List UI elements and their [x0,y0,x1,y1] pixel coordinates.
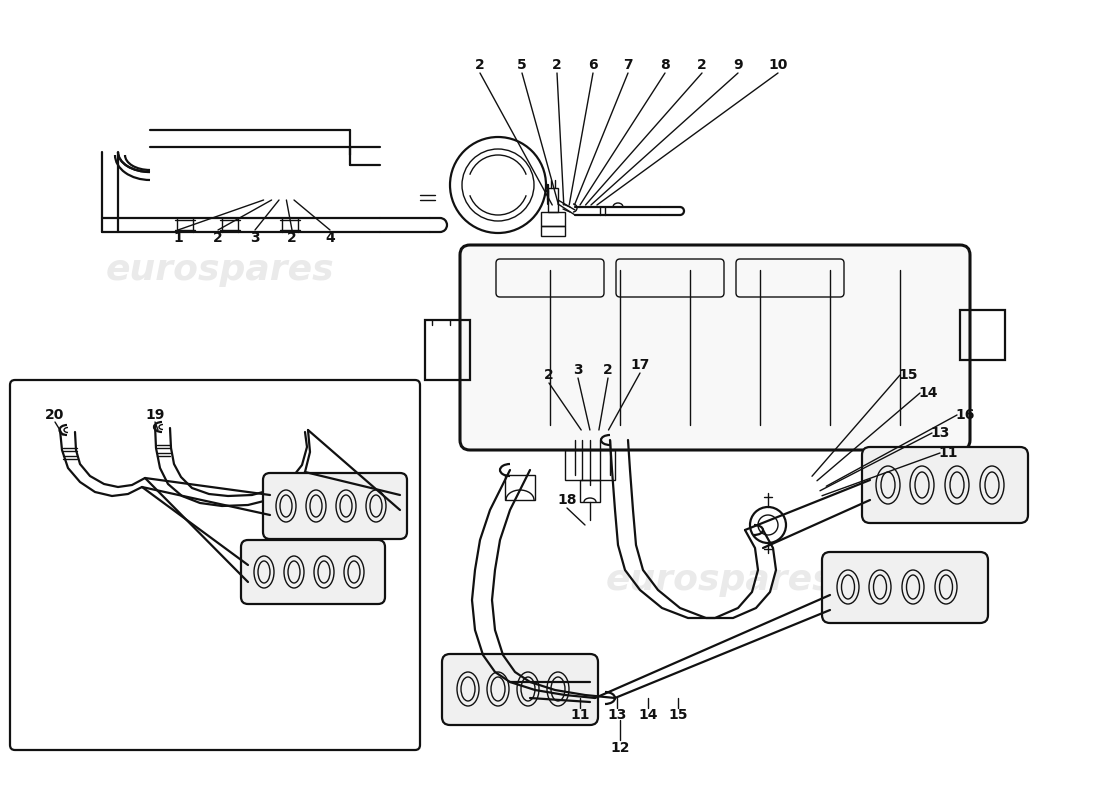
Text: 3: 3 [573,363,583,377]
Bar [960,310,1005,360]
Text: eurospares: eurospares [106,563,334,597]
Text: 4: 4 [326,231,334,245]
Text: 13: 13 [607,708,627,722]
Text: 2: 2 [552,58,562,72]
Text: 1: 1 [173,231,183,245]
Text: 2: 2 [697,58,707,72]
FancyBboxPatch shape [460,245,970,450]
Text: 15: 15 [899,368,917,382]
Text: 2: 2 [544,368,554,382]
FancyBboxPatch shape [822,552,988,623]
Text: 17: 17 [630,358,650,372]
Text: 11: 11 [570,708,590,722]
FancyBboxPatch shape [862,447,1028,523]
Bar [425,320,470,380]
Text: 15: 15 [669,708,688,722]
Text: 2: 2 [603,363,613,377]
Bar [580,480,600,502]
Text: eurospares: eurospares [606,563,834,597]
Text: 20: 20 [45,408,65,422]
Text: eurospares: eurospares [106,253,334,287]
Text: 2: 2 [287,231,297,245]
Text: 7: 7 [624,58,632,72]
Text: 6: 6 [588,58,597,72]
Text: 2: 2 [213,231,223,245]
Text: eurospares: eurospares [606,253,834,287]
FancyBboxPatch shape [263,473,407,539]
Text: 19: 19 [145,408,165,422]
Text: 11: 11 [938,446,958,460]
Text: 3: 3 [250,231,260,245]
Bar [548,188,558,212]
Text: 8: 8 [660,58,670,72]
FancyBboxPatch shape [10,380,420,750]
Text: 14: 14 [918,386,937,400]
Text: 9: 9 [734,58,742,72]
Text: 18: 18 [558,493,576,507]
FancyBboxPatch shape [241,540,385,604]
Text: 14: 14 [638,708,658,722]
Text: 16: 16 [955,408,975,422]
Text: 10: 10 [768,58,788,72]
Text: 13: 13 [931,426,949,440]
Text: 5: 5 [517,58,527,72]
FancyBboxPatch shape [442,654,598,725]
Text: 2: 2 [475,58,485,72]
Bar [541,226,565,236]
Bar [565,450,615,480]
Bar [541,212,565,226]
Bar [505,475,535,500]
Text: 12: 12 [610,741,629,755]
